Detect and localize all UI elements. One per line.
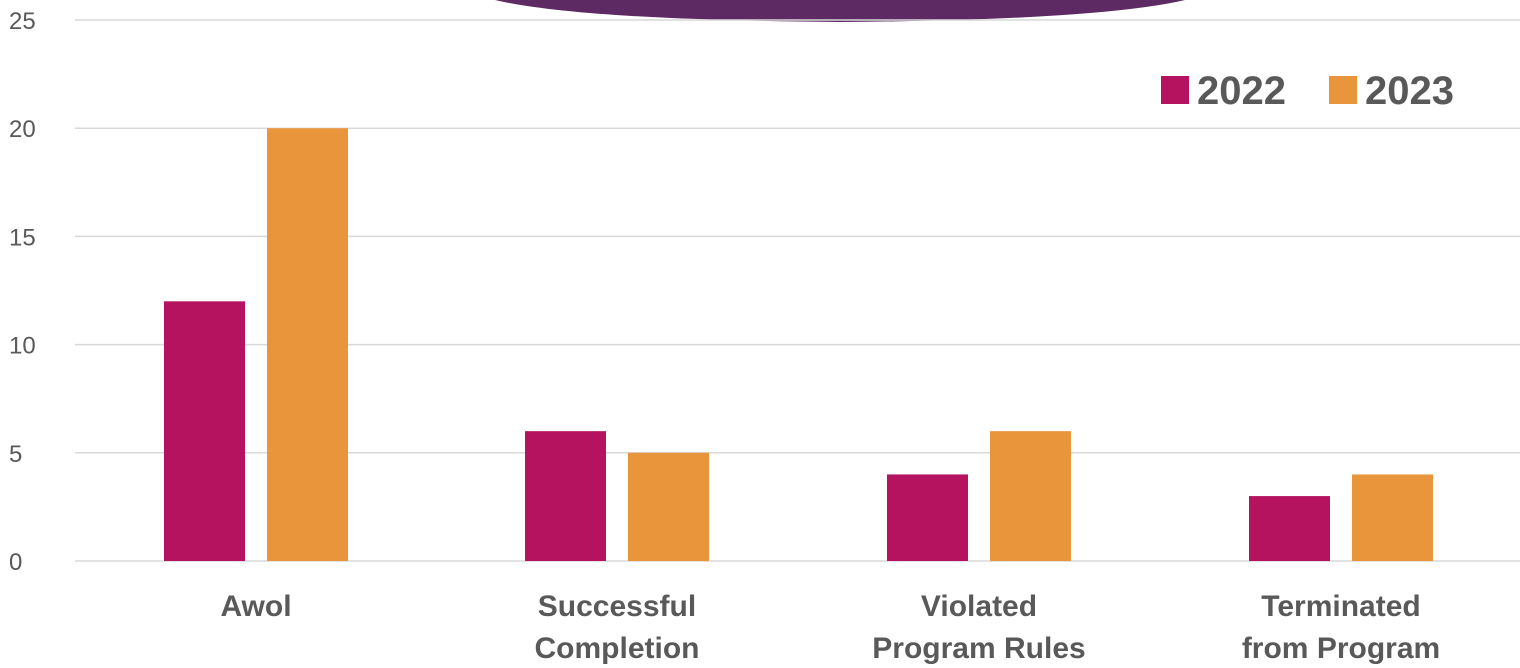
- legend-swatch-2023: [1329, 76, 1357, 104]
- bar-2023-1: [628, 452, 709, 561]
- bar-2023-0: [267, 128, 348, 561]
- legend: 2022 2023: [1161, 69, 1454, 113]
- bar-2022-2: [887, 474, 968, 561]
- x-category-label: Successful: [538, 590, 696, 623]
- y-axis-ticks: 0 5 10 15 20 25: [9, 8, 36, 576]
- legend-swatch-2022: [1161, 76, 1189, 104]
- y-tick-label: 10: [9, 333, 36, 360]
- x-category-label: Program Rules: [872, 632, 1085, 665]
- bar-2022-1: [525, 431, 606, 561]
- x-category-label: Completion: [535, 632, 700, 665]
- x-axis-category-labels: Awol Successful Completion Violated Program …: [220, 590, 1440, 665]
- legend-label-2023: 2023: [1365, 69, 1454, 113]
- x-category-label: Terminated: [1261, 590, 1420, 623]
- bars: [164, 128, 1433, 561]
- y-tick-label: 5: [9, 441, 22, 468]
- x-category-label: from Program: [1242, 632, 1440, 665]
- y-tick-label: 20: [9, 116, 36, 143]
- bar-2023-3: [1352, 474, 1433, 561]
- y-tick-label: 0: [9, 549, 22, 576]
- bar-2022-3: [1249, 496, 1330, 561]
- y-tick-label: 25: [9, 8, 36, 35]
- x-category-label: Awol: [220, 590, 291, 623]
- y-tick-label: 15: [9, 224, 36, 251]
- bar-2023-2: [990, 431, 1071, 561]
- legend-label-2022: 2022: [1197, 69, 1286, 113]
- bar-2022-0: [164, 301, 245, 561]
- x-category-label: Violated: [921, 590, 1037, 623]
- header-banner-shape: [495, 0, 1185, 22]
